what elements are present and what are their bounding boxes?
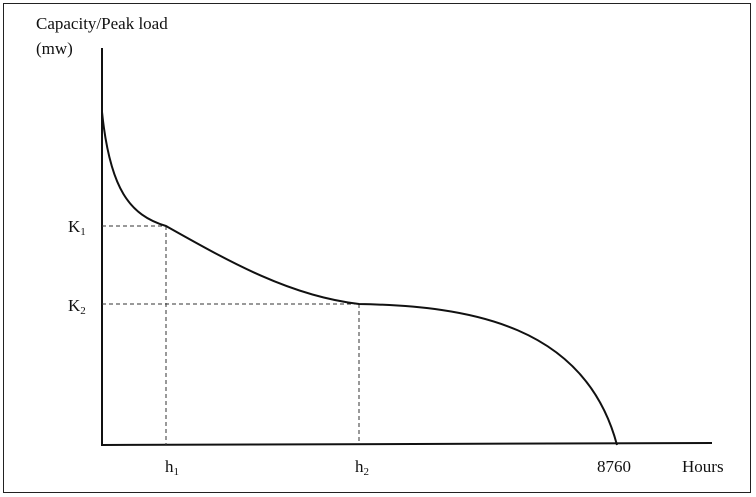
figure-frame xyxy=(3,3,751,493)
y-axis-title: Capacity/Peak load xyxy=(36,14,168,33)
y-tick-k1: K1 xyxy=(68,217,86,238)
x-axis-title: Hours xyxy=(682,457,724,476)
x-tick-h1: h1 xyxy=(165,457,179,478)
x-tick-h2: h2 xyxy=(355,457,369,478)
x-axis xyxy=(101,442,713,446)
load-duration-curve xyxy=(101,111,618,446)
y-axis-unit: (mw) xyxy=(36,39,73,58)
x-tick-8760: 8760 xyxy=(597,457,631,476)
y-tick-k2: K2 xyxy=(68,296,86,317)
